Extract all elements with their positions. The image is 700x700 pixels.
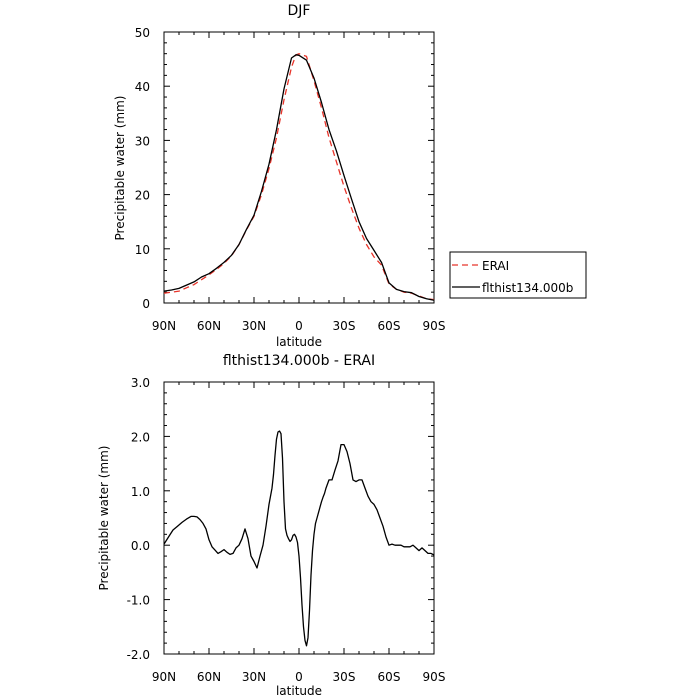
legend: ERAI flthist134.000b [449,251,587,299]
top-chart-title: DJF [288,3,311,19]
bottom-chart-x-tick-label: 60S [378,670,401,684]
bottom-chart-y-tick-label: 3.0 [131,376,150,390]
top-chart-x-tick-label: 30N [242,319,266,333]
top-chart-series-line-1 [163,54,435,301]
top-chart-x-tick-label: 60S [378,319,401,333]
top-chart-plot-area: 90N 60N 30N 0 30S 60S 90S 0 10 20 30 40 50 [135,26,446,333]
top-chart-x-tick-label: 0 [295,319,303,333]
bottom-chart-frame [163,381,435,655]
top-chart-y-tick-label: 0 [142,297,150,311]
top-chart-series-erai-0 [163,53,435,301]
bottom-chart-x-tick-label: 60N [197,670,221,684]
bottom-chart-y-tick-label: -2.0 [127,648,150,662]
top-chart-x-tick-label: 90S [423,319,446,333]
bottom-chart-y-tick-label: 1.0 [131,485,150,499]
bottom-chart-y-tick-label: -1.0 [127,594,150,608]
legend-label-erai: ERAI [482,259,509,273]
top-chart-y-tick-label: 50 [135,26,150,40]
top-chart-ylabel: Precipitable water (mm) [113,96,127,241]
bottom-chart-x-tick-label: 90N [152,670,176,684]
top-chart-y-tick-label: 40 [135,80,150,94]
bottom-chart-series-line-0 [163,430,435,647]
bottom-chart-title: flthist134.000b - ERAI [223,353,375,369]
bottom-chart-x-tick-label: 0 [295,670,303,684]
top-chart: DJF 90N 60N 30N 0 30S 60S 90S 0 10 20 30 40 50 latit… [113,3,445,349]
bottom-chart-xlabel: latitude [276,684,322,698]
bottom-chart-y-tick-label: 0.0 [131,539,150,553]
top-chart-y-tick-label: 30 [135,134,150,148]
legend-label-flthist: flthist134.000b [482,281,573,295]
bottom-chart-x-tick-label: 30N [242,670,266,684]
top-chart-x-tick-label: 90N [152,319,176,333]
bottom-chart: flthist134.000b - ERAI 90N 60N 30N 0 30S 60S 9… [97,353,445,698]
legend-box [449,251,587,299]
top-chart-x-tick-label: 60N [197,319,221,333]
top-chart-x-tick-label: 30S [333,319,356,333]
bottom-chart-x-tick-label: 30S [333,670,356,684]
bottom-chart-plot-area: 90N 60N 30N 0 30S 60S 90S -2.0 -1.0 0.0 1.0 2.0 3.0 [127,376,446,684]
top-chart-frame [163,31,435,304]
top-chart-y-tick-label: 20 [135,189,150,203]
bottom-chart-x-tick-label: 90S [423,670,446,684]
top-chart-y-tick-label: 10 [135,243,150,257]
top-chart-xlabel: latitude [276,335,322,349]
bottom-chart-y-tick-label: 2.0 [131,430,150,444]
bottom-chart-ylabel: Precipitable water (mm) [97,446,111,591]
